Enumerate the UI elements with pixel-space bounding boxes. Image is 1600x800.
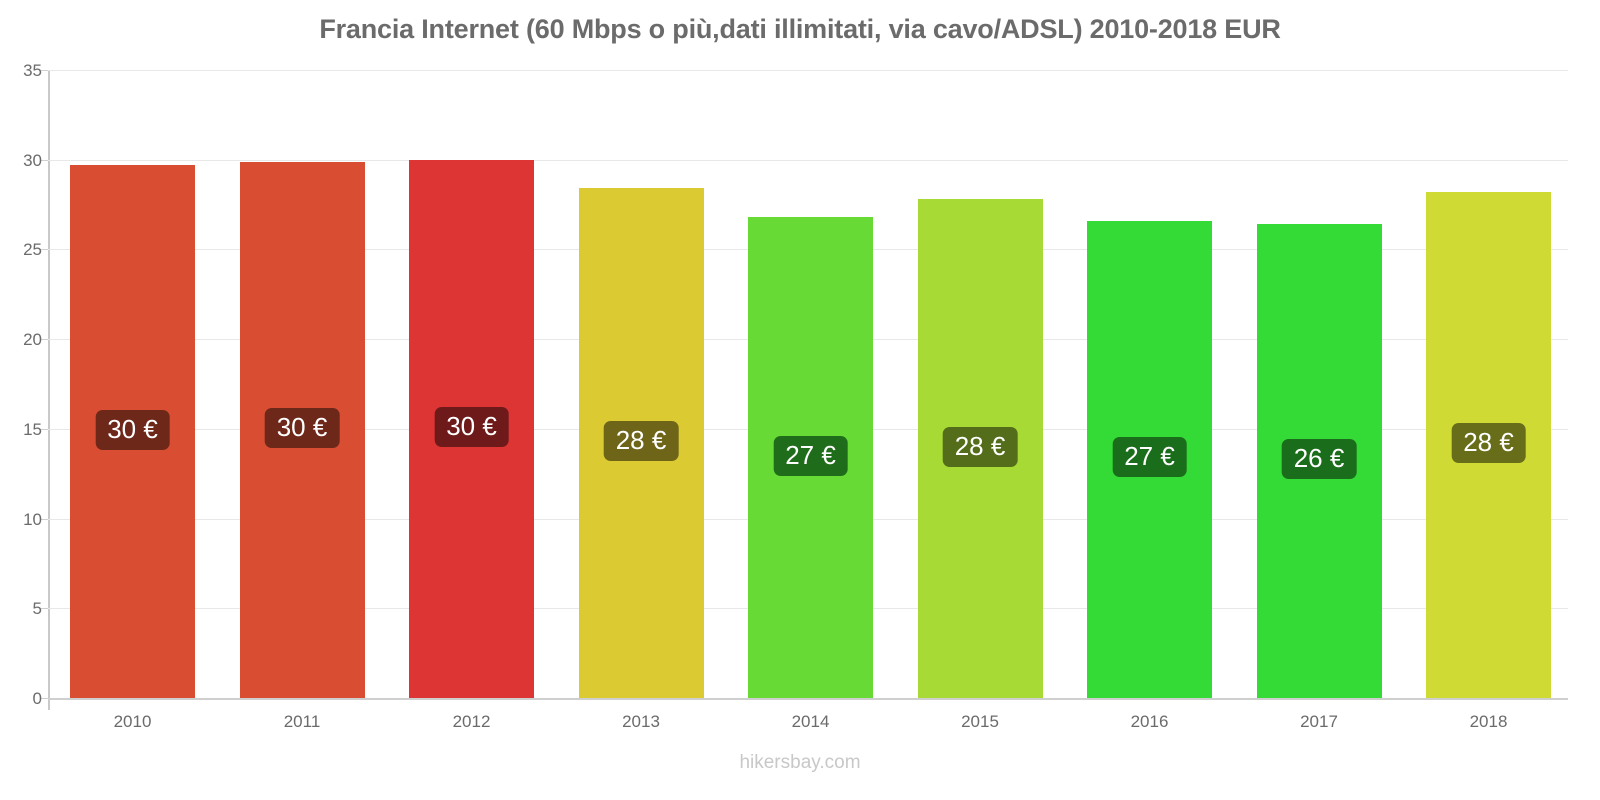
bar-2013[interactable]: 28 €: [578, 188, 704, 698]
y-tick-mark: [41, 518, 48, 520]
gridline: [48, 70, 1568, 71]
bar-2014[interactable]: 27 €: [748, 217, 873, 698]
x-tick-label-2010: 2010: [113, 712, 152, 731]
x-tick-label-2018: 2018: [1469, 712, 1508, 731]
y-tick-mark: [41, 428, 48, 430]
bar-value-label: 28 €: [603, 421, 679, 462]
x-tick-label-2013: 2013: [622, 712, 660, 731]
bar-value-label: 27 €: [773, 435, 848, 476]
bar-value-label: 27 €: [1112, 437, 1187, 478]
bar-2011[interactable]: 30 €: [239, 161, 365, 698]
bar-2017[interactable]: 26 €: [1256, 224, 1382, 698]
gridline: [48, 159, 1568, 161]
bar-value-label: 28 €: [1451, 423, 1526, 464]
bar-2010[interactable]: 30 €: [70, 165, 195, 698]
y-tick-label: 25: [23, 240, 42, 260]
x-tick-label-2011: 2011: [283, 712, 321, 731]
y-tick-label: 10: [23, 509, 42, 529]
gridline: [48, 698, 1568, 700]
plot-area: 30 € 30 € 30 € 28 € 27 € 28 € 27 € 26 € 28 €: [41, 70, 1568, 700]
bar-2015[interactable]: 28 €: [917, 199, 1043, 698]
y-tick-label: 35: [23, 61, 42, 80]
y-tick-mark: [41, 698, 48, 699]
y-tick-mark: [41, 608, 48, 610]
bar-2018[interactable]: 28 €: [1426, 192, 1551, 698]
y-tick-mark: [41, 249, 48, 251]
watermark: hikersbay.com: [739, 752, 861, 773]
bar-value-label: 26 €: [1281, 439, 1357, 480]
x-tick-label-2012: 2012: [452, 712, 491, 731]
x-tick-label-2016: 2016: [1130, 712, 1169, 731]
y-axis-line: [48, 70, 50, 710]
bar-value-label: 28 €: [942, 426, 1018, 467]
y-tick-label: 30: [23, 150, 42, 170]
y-tick-label: 15: [23, 419, 42, 439]
x-tick-label-2015: 2015: [961, 712, 999, 731]
y-tick-mark: [41, 159, 48, 161]
y-tick-mark: [41, 70, 48, 71]
x-tick-label-2017: 2017: [1300, 712, 1338, 731]
bar-2016[interactable]: 27 €: [1087, 220, 1212, 698]
bar-value-label: 30 €: [264, 407, 340, 448]
bar-value-label: 30 €: [434, 406, 509, 447]
y-tick-label: 5: [32, 599, 42, 619]
bar-value-label: 30 €: [95, 409, 170, 450]
y-tick-label: 20: [23, 330, 42, 350]
y-tick-mark: [41, 339, 48, 341]
chart-title: Francia Internet (60 Mbps o più,dati ill…: [319, 14, 1281, 44]
bar-2012[interactable]: 30 €: [409, 159, 534, 698]
x-tick-label-2014: 2014: [791, 712, 830, 731]
y-tick-label: 0: [32, 689, 42, 708]
